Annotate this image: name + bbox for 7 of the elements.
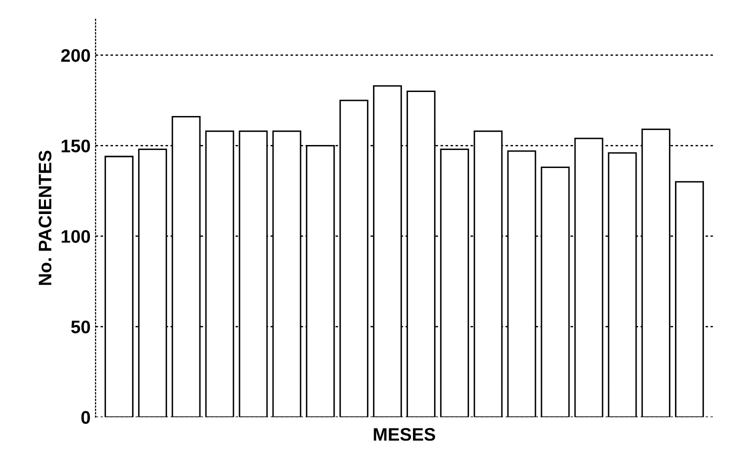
y-tick-label: 0 (81, 411, 90, 424)
y-tick-label: 50 (71, 320, 90, 334)
y-tick-label: 150 (62, 140, 90, 152)
y-axis-title: No. PACIENTES (38, 150, 52, 285)
y-tick-label: 100 (62, 230, 90, 243)
y-tick-label: 200 (61, 49, 90, 62)
x-axis-title: MESES (374, 428, 436, 441)
